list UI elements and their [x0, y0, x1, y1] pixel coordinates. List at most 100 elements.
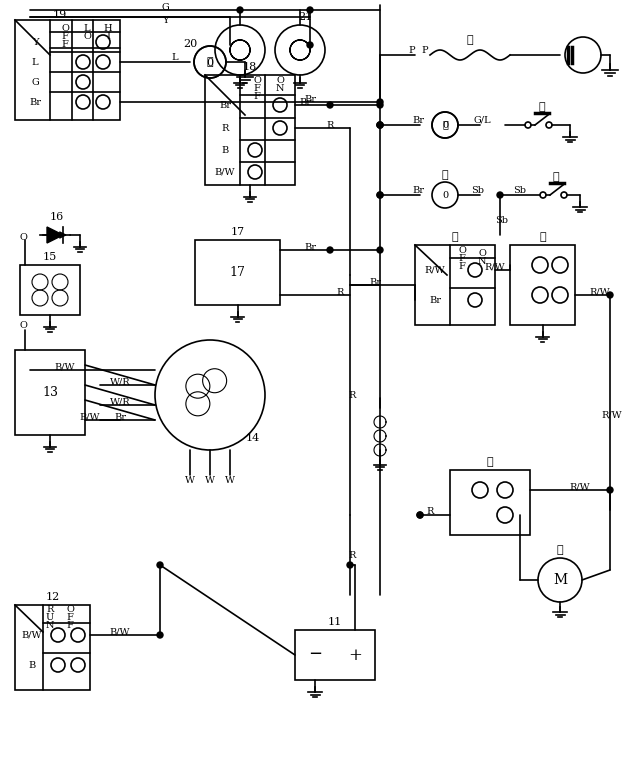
Bar — [205, 75, 295, 185]
Circle shape — [327, 102, 333, 108]
Bar — [510, 245, 575, 325]
Text: R: R — [348, 551, 356, 559]
Circle shape — [307, 42, 313, 48]
Text: L: L — [172, 53, 178, 61]
Text: Br: Br — [412, 185, 424, 194]
Circle shape — [327, 247, 333, 253]
Text: W/R: W/R — [110, 377, 131, 386]
Circle shape — [347, 562, 353, 568]
Text: F: F — [67, 621, 74, 630]
Text: H: H — [104, 24, 112, 32]
Text: O: O — [83, 31, 91, 41]
Text: 12: 12 — [46, 592, 60, 602]
Circle shape — [417, 512, 423, 518]
Text: 13: 13 — [42, 386, 58, 399]
Text: Sb: Sb — [514, 185, 526, 194]
Text: B/W: B/W — [80, 412, 100, 422]
Text: 0: 0 — [207, 58, 214, 68]
Text: ①: ① — [467, 35, 474, 45]
Text: Y: Y — [32, 37, 38, 47]
Circle shape — [497, 192, 503, 198]
Text: R/W: R/W — [590, 288, 611, 297]
Text: 11: 11 — [328, 617, 342, 627]
Bar — [415, 245, 495, 325]
Text: 19: 19 — [53, 10, 67, 20]
Text: G/L: G/L — [473, 116, 491, 125]
Text: Br: Br — [412, 116, 424, 125]
Circle shape — [377, 192, 383, 198]
Circle shape — [607, 292, 613, 298]
Text: +: + — [348, 646, 362, 663]
Text: R/W: R/W — [570, 483, 590, 491]
Bar — [15, 20, 120, 120]
Text: G: G — [161, 2, 169, 11]
Text: R: R — [46, 606, 54, 614]
Circle shape — [607, 487, 613, 493]
Text: N: N — [276, 83, 284, 93]
Bar — [15, 350, 85, 435]
Text: O: O — [458, 246, 466, 255]
Text: N: N — [46, 621, 55, 630]
Text: I: I — [106, 31, 110, 41]
Text: 21: 21 — [298, 12, 312, 22]
Text: Y: Y — [162, 15, 168, 24]
Text: W/R: W/R — [110, 398, 131, 406]
Text: ③: ③ — [539, 102, 545, 112]
Text: N: N — [478, 256, 486, 265]
Text: O: O — [61, 24, 69, 32]
Circle shape — [377, 122, 383, 128]
Text: Br: Br — [299, 97, 311, 106]
Text: O: O — [253, 76, 261, 84]
Text: O: O — [276, 76, 284, 84]
Circle shape — [237, 7, 243, 13]
Text: 0: 0 — [442, 190, 448, 200]
Text: Br: Br — [304, 243, 316, 252]
Text: B/W: B/W — [55, 363, 75, 372]
Text: Sb: Sb — [496, 216, 508, 224]
Text: Br: Br — [304, 95, 316, 103]
Text: G: G — [31, 77, 39, 86]
Circle shape — [307, 7, 313, 13]
Text: W: W — [185, 476, 195, 484]
Text: F: F — [61, 40, 68, 48]
Text: L: L — [32, 57, 38, 67]
Text: 18: 18 — [243, 62, 257, 72]
Circle shape — [377, 192, 383, 198]
Text: ─: ─ — [310, 646, 320, 663]
Text: R/W: R/W — [425, 265, 445, 275]
Polygon shape — [47, 227, 63, 243]
Bar — [295, 630, 375, 680]
Text: 0: 0 — [442, 121, 448, 129]
Text: F: F — [254, 83, 261, 93]
Circle shape — [377, 247, 383, 253]
Text: F: F — [458, 253, 465, 262]
Text: ④: ④ — [442, 170, 448, 180]
Text: F: F — [458, 262, 465, 271]
Text: R/W: R/W — [484, 262, 505, 272]
Text: 17: 17 — [230, 266, 245, 279]
Text: F: F — [61, 31, 68, 41]
Text: B/W: B/W — [22, 630, 42, 640]
Text: M: M — [553, 573, 567, 587]
Text: ⑦: ⑦ — [539, 232, 546, 242]
Circle shape — [377, 122, 383, 128]
Text: U: U — [46, 614, 54, 623]
Text: 14: 14 — [246, 433, 260, 443]
Text: O: O — [19, 321, 27, 330]
Circle shape — [157, 562, 163, 568]
Text: R: R — [426, 507, 434, 516]
Text: Sb: Sb — [472, 185, 484, 194]
Text: 15: 15 — [43, 252, 57, 262]
Text: Br: Br — [369, 278, 381, 287]
Text: ②: ② — [442, 121, 448, 129]
Text: ⑥: ⑥ — [451, 232, 458, 242]
Text: Br: Br — [29, 97, 41, 106]
Text: W: W — [225, 476, 235, 484]
Text: B: B — [29, 660, 36, 669]
Bar — [20, 265, 80, 315]
Text: F: F — [67, 614, 74, 623]
Text: O: O — [478, 249, 486, 258]
Circle shape — [377, 122, 383, 128]
Text: F: F — [254, 92, 261, 100]
Text: B/W: B/W — [110, 627, 130, 636]
